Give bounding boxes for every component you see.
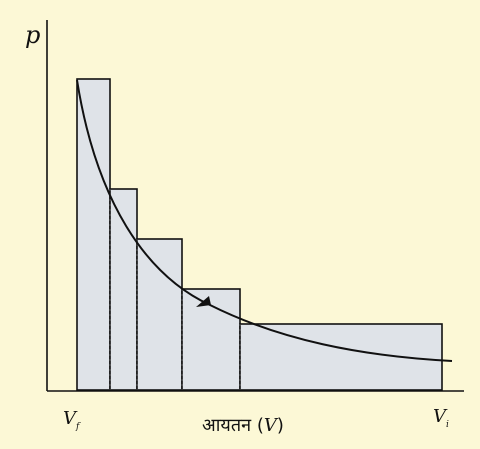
v-final-main: V <box>63 408 78 429</box>
v-final-label: Vf <box>63 408 81 432</box>
step-rect-1 <box>76 78 111 391</box>
dotted-guides <box>109 189 241 390</box>
v-initial-main: V <box>433 406 448 427</box>
y-axis-label: p <box>25 21 40 49</box>
v-initial-sub: i <box>446 420 449 430</box>
v-final-sub: f <box>75 422 81 432</box>
x-axis-label-word: आयतन <box>202 415 252 436</box>
x-axis-label: आयतन (V) <box>202 415 284 436</box>
direction-arrow-icon <box>196 296 211 307</box>
x-axis-open-paren: ( <box>251 415 264 436</box>
step-rect-4 <box>181 288 241 391</box>
v-initial-label: Vi <box>433 406 449 430</box>
step-rectangles <box>76 78 443 391</box>
step-rect-2 <box>109 188 138 391</box>
x-axis-symbol: V <box>264 415 279 436</box>
step-rect-3 <box>136 238 183 391</box>
x-axis-close-paren: ) <box>277 415 284 436</box>
